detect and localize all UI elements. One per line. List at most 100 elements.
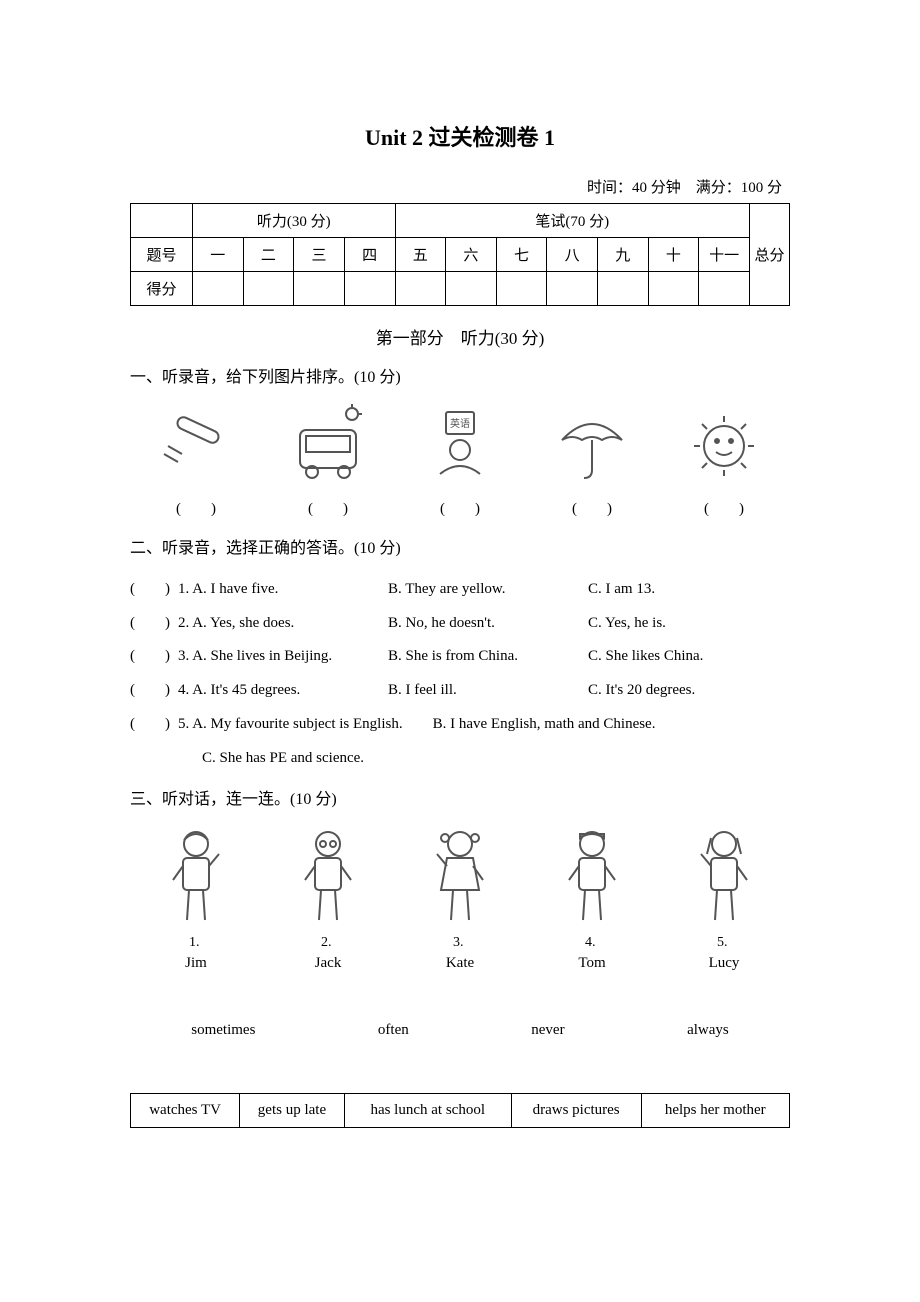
svg-text:英语: 英语 — [450, 417, 470, 430]
section3-heading: 三、听对话，连一连。(10 分) — [130, 785, 790, 815]
answer-blank[interactable]: ( ) — [130, 674, 178, 708]
answer-blank[interactable]: ( ) — [130, 573, 178, 607]
num-cell: 四 — [344, 238, 395, 272]
q2-5c: C. She has PE and science. — [130, 742, 790, 776]
row-label-number: 题号 — [131, 238, 193, 272]
activities-table: watches TV gets up late has lunch at sch… — [130, 1093, 790, 1128]
paren-blank[interactable]: ( ) — [151, 497, 241, 518]
opt-a: A. I have five. — [192, 581, 278, 597]
sun-icon — [679, 401, 769, 491]
q2-5: ( ) 5. A. My favourite subject is Englis… — [130, 708, 790, 742]
paren-blank[interactable]: ( ) — [283, 497, 373, 518]
adverb-row: sometimes often never always — [130, 1022, 790, 1039]
total-header: 总分 — [750, 204, 790, 306]
section1-images: 英语 — [130, 401, 790, 491]
person-4: 4. — [555, 824, 629, 951]
opt-a: A. My favourite subject is English. — [192, 716, 402, 732]
page-title: Unit 2 过关检测卷 1 — [130, 120, 790, 152]
q-num: 4. — [178, 682, 189, 698]
paren-blank[interactable]: ( ) — [547, 497, 637, 518]
bus-icon — [283, 401, 373, 491]
paren-blank[interactable]: ( ) — [415, 497, 505, 518]
num-cell: 八 — [547, 238, 598, 272]
reading-icon: 英语 — [415, 401, 505, 491]
adverb-sometimes: sometimes — [191, 1022, 255, 1039]
opt-c: C. Yes, he is. — [588, 607, 790, 641]
girl-icon — [423, 824, 497, 930]
part1-subtitle: 第一部分 听力(30 分) — [130, 324, 790, 349]
written-header: 笔试(70 分) — [395, 204, 750, 238]
score-row: 得分 — [131, 272, 790, 306]
person-num: 3. — [453, 935, 467, 951]
q2-1: ( ) 1. A. I have five. B. They are yello… — [130, 573, 790, 607]
activity-cell: gets up late — [240, 1093, 345, 1127]
person-num: 4. — [585, 935, 599, 951]
name-kate: Kate — [415, 955, 505, 972]
name-lucy: Lucy — [679, 955, 769, 972]
opt-c: C. I am 13. — [588, 573, 790, 607]
opt-a: A. She lives in Beijing. — [192, 648, 332, 664]
num-cell: 七 — [496, 238, 547, 272]
activity-cell: helps her mother — [641, 1093, 789, 1127]
q2-3: ( ) 3. A. She lives in Beijing. B. She i… — [130, 640, 790, 674]
num-cell: 十一 — [699, 238, 750, 272]
names-row: Jim Jack Kate Tom Lucy — [130, 955, 790, 972]
q-num: 2. — [178, 615, 189, 631]
person-num: 1. — [189, 935, 203, 951]
thermometer-icon — [151, 401, 241, 491]
person-5: 5. — [687, 824, 761, 951]
adverb-often: often — [378, 1022, 409, 1039]
num-cell: 十 — [648, 238, 699, 272]
answer-blank[interactable]: ( ) — [130, 640, 178, 674]
q-num: 5. — [178, 716, 189, 732]
girl-icon — [687, 824, 761, 930]
activity-cell: watches TV — [131, 1093, 240, 1127]
person-num: 2. — [321, 935, 335, 951]
opt-c: C. She likes China. — [588, 640, 790, 674]
umbrella-icon — [547, 401, 637, 491]
answer-blank[interactable]: ( ) — [130, 708, 178, 742]
person-1: 1. — [159, 824, 233, 951]
adverb-never: never — [531, 1022, 564, 1039]
section1-parens: ( ) ( ) ( ) ( ) ( ) — [130, 497, 790, 518]
q2-4: ( ) 4. A. It's 45 degrees. B. I feel ill… — [130, 674, 790, 708]
opt-c: C. She has PE and science. — [202, 742, 364, 776]
score-header-row: 听力(30 分) 笔试(70 分) 总分 — [131, 204, 790, 238]
opt-b: B. No, he doesn't. — [388, 607, 588, 641]
num-cell: 二 — [243, 238, 294, 272]
boy-icon — [555, 824, 629, 930]
section2-heading: 二、听录音，选择正确的答语。(10 分) — [130, 534, 790, 564]
activity-cell: draws pictures — [511, 1093, 641, 1127]
person-2: 2. — [291, 824, 365, 951]
activity-cell: has lunch at school — [344, 1093, 511, 1127]
row-label-score: 得分 — [131, 272, 193, 306]
q2-2: ( ) 2. A. Yes, she does. B. No, he doesn… — [130, 607, 790, 641]
opt-b: B. I have English, math and Chinese. — [433, 716, 656, 732]
person-3: 3. — [423, 824, 497, 951]
boy-icon — [291, 824, 365, 930]
number-row: 题号 一 二 三 四 五 六 七 八 九 十 十一 — [131, 238, 790, 272]
q-num: 3. — [178, 648, 189, 664]
paren-blank[interactable]: ( ) — [679, 497, 769, 518]
people-row: 1. 2. 3. 4. 5. — [130, 824, 790, 951]
score-table: 听力(30 分) 笔试(70 分) 总分 题号 一 二 三 四 五 六 七 八 … — [130, 203, 790, 306]
person-num: 5. — [717, 935, 731, 951]
num-cell: 一 — [193, 238, 244, 272]
listening-header: 听力(30 分) — [193, 204, 396, 238]
opt-b: B. They are yellow. — [388, 573, 588, 607]
num-cell: 六 — [446, 238, 497, 272]
opt-c: C. It's 20 degrees. — [588, 674, 790, 708]
answer-blank[interactable]: ( ) — [130, 607, 178, 641]
num-cell: 五 — [395, 238, 446, 272]
name-jack: Jack — [283, 955, 373, 972]
opt-a: A. It's 45 degrees. — [192, 682, 300, 698]
meta-line: 时间：40 分钟 满分：100 分 — [130, 176, 790, 197]
opt-b: B. I feel ill. — [388, 674, 588, 708]
q-num: 1. — [178, 581, 189, 597]
section1-heading: 一、听录音，给下列图片排序。(10 分) — [130, 363, 790, 393]
adverb-always: always — [687, 1022, 729, 1039]
name-tom: Tom — [547, 955, 637, 972]
num-cell: 三 — [294, 238, 345, 272]
name-jim: Jim — [151, 955, 241, 972]
opt-b: B. She is from China. — [388, 640, 588, 674]
